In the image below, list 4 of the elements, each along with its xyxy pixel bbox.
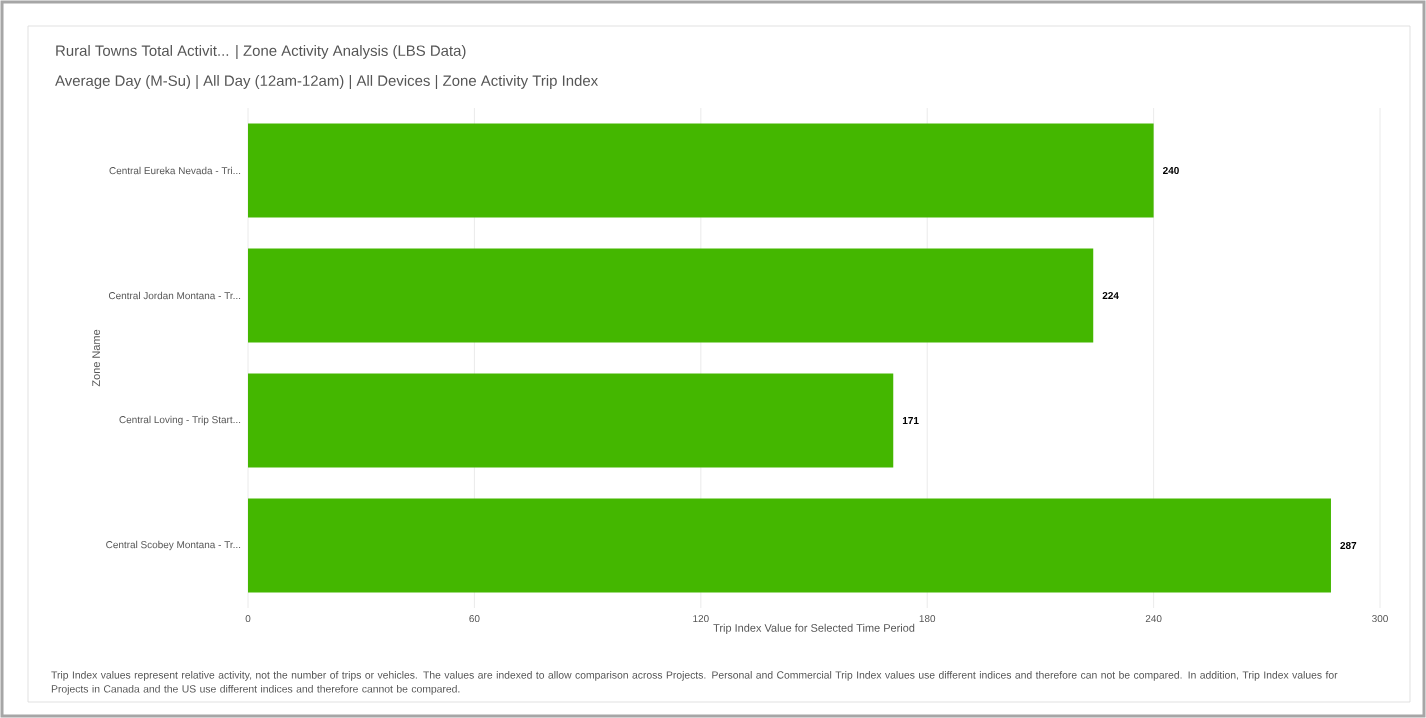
bar: [248, 498, 1331, 593]
bar: [248, 373, 894, 468]
bar: [248, 123, 1154, 218]
bar: [248, 248, 1094, 343]
